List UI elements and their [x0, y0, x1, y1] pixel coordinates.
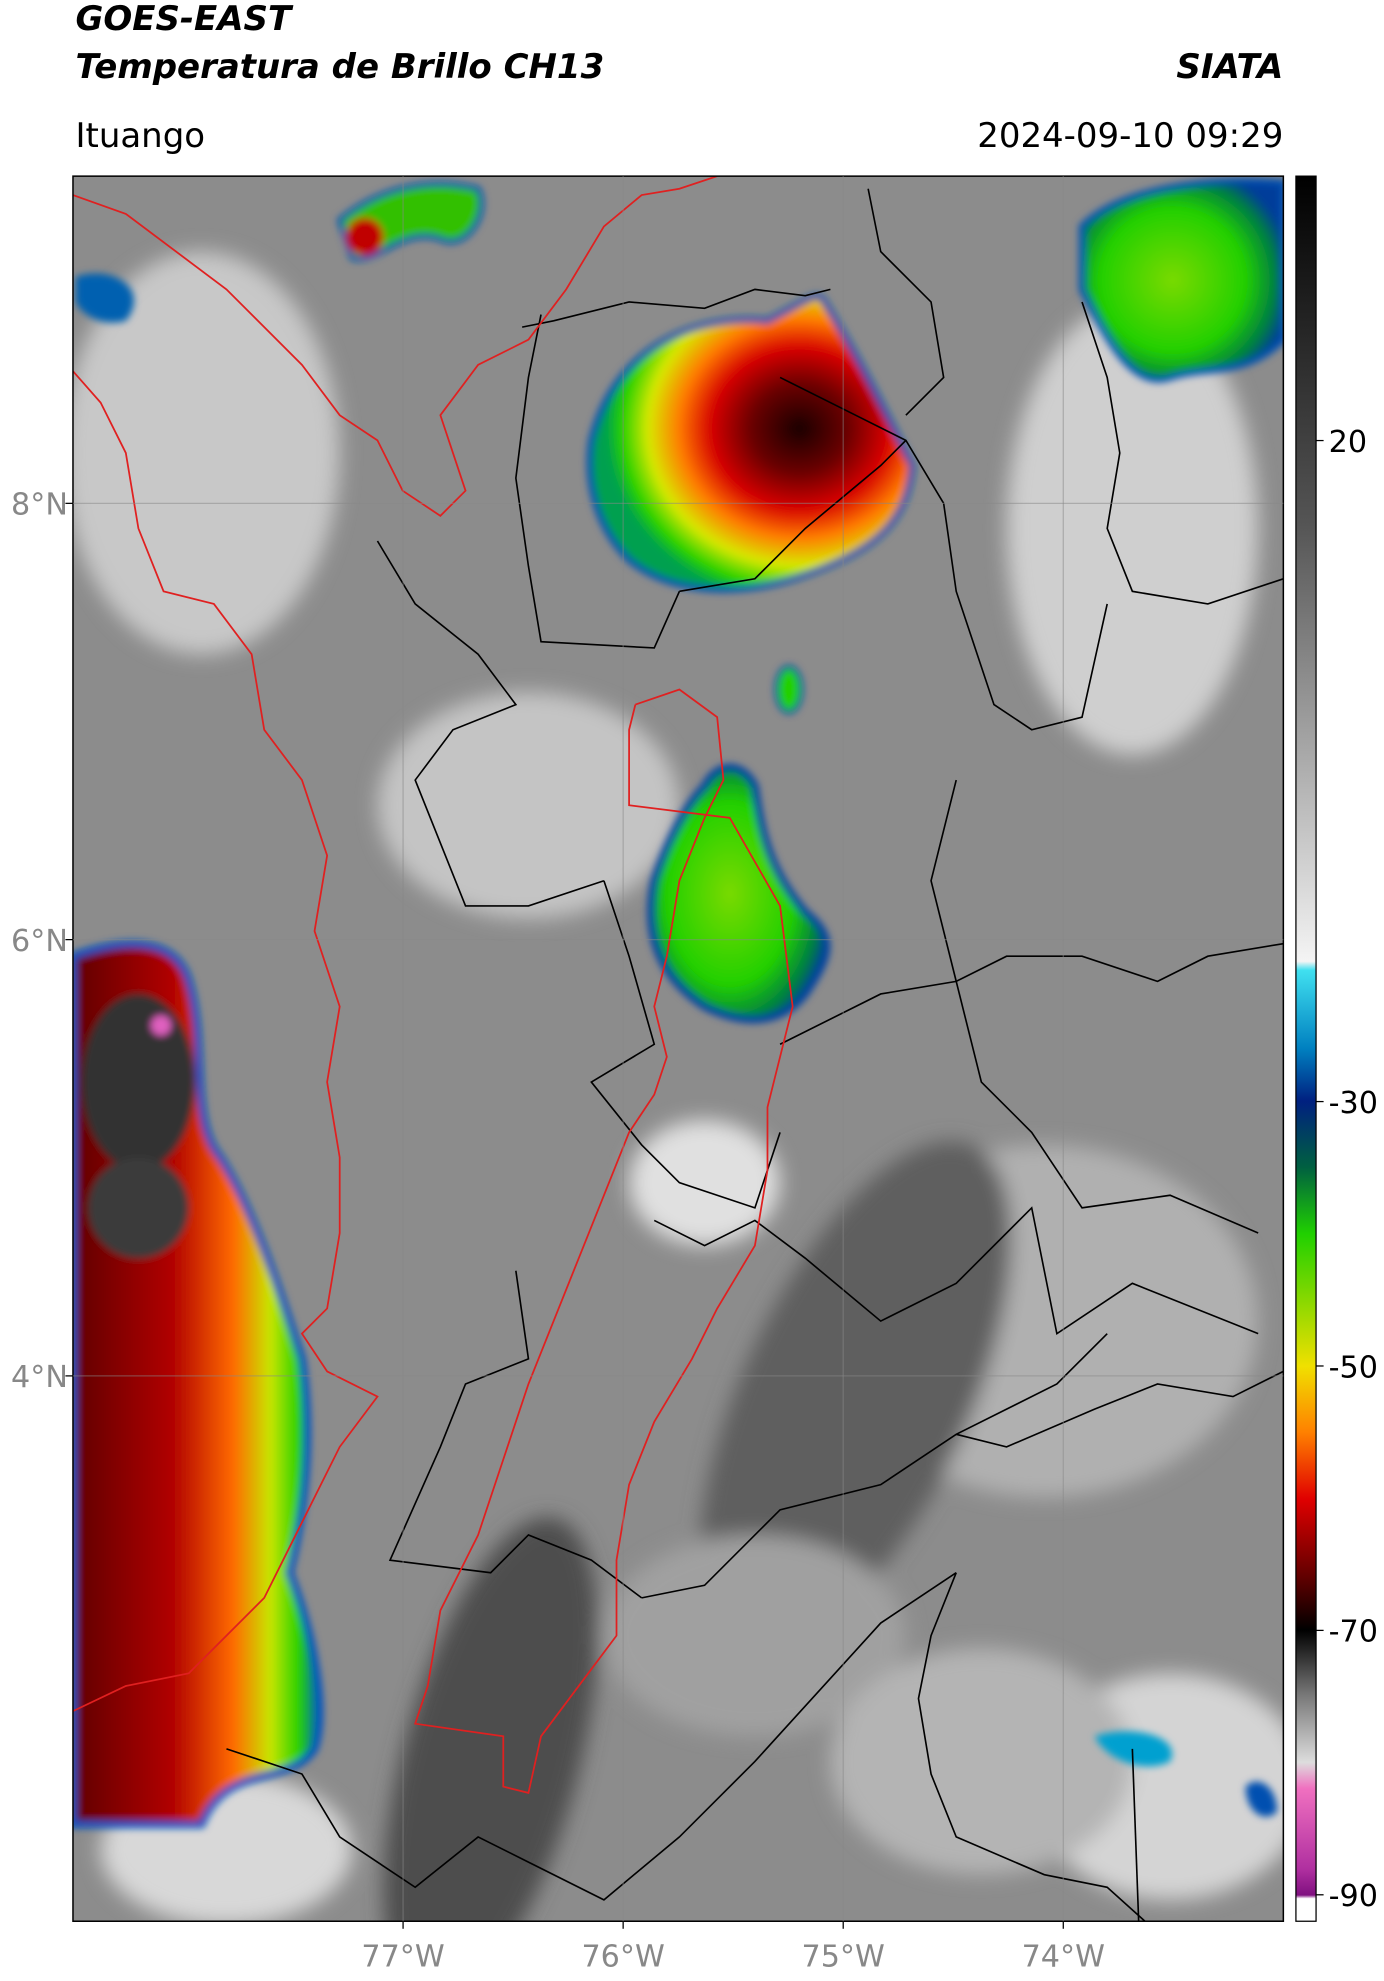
colorbar-tick-label: 20	[1329, 425, 1367, 460]
y-tick-label: 4°N	[11, 1360, 68, 1395]
location: Ituango	[75, 116, 205, 156]
datetime: 2024-09-10 09:29	[977, 116, 1283, 156]
subtitle: Temperatura de Brillo CH13	[75, 47, 604, 87]
x-tick-label: 77°W	[361, 1940, 444, 1975]
colorbar-tick-label: -30	[1329, 1086, 1378, 1121]
x-tick-label: 76°W	[581, 1940, 664, 1975]
x-tick-label: 75°W	[802, 1940, 885, 1975]
graticule	[72, 176, 1284, 1922]
map-frame	[72, 175, 1285, 1922]
y-tick-label: 8°N	[11, 488, 68, 523]
title: GOES-EAST	[75, 0, 293, 39]
x-tick-label: 74°W	[1022, 1940, 1105, 1975]
colorbar-tick-label: -90	[1329, 1879, 1378, 1914]
colorbar-tick-label: -70	[1329, 1615, 1378, 1650]
satellite-image	[72, 176, 1284, 1922]
source: SIATA	[1176, 47, 1283, 87]
y-tick-label: 6°N	[11, 924, 68, 959]
colorbar-tick-label: -50	[1329, 1350, 1378, 1385]
colorbar	[1295, 175, 1317, 1922]
